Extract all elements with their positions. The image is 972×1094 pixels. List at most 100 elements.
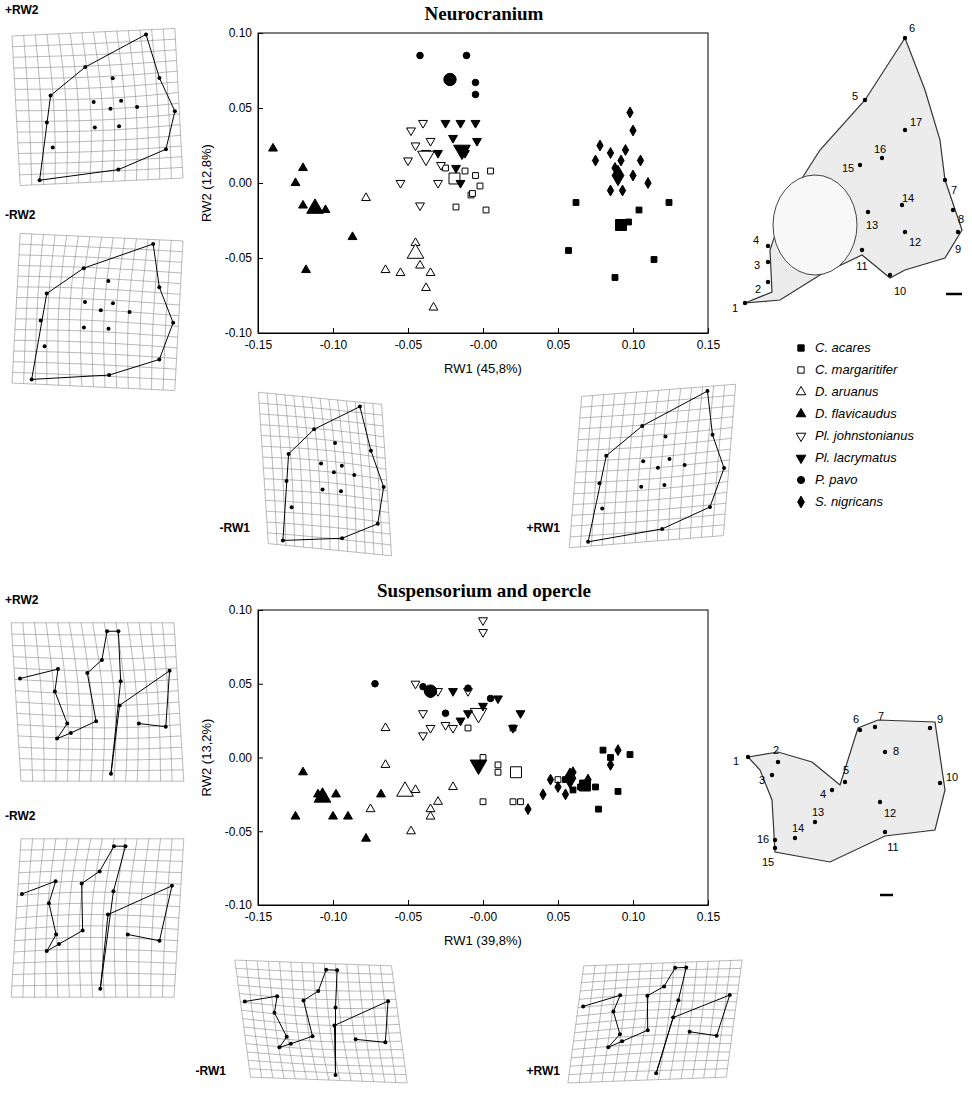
data-point xyxy=(442,710,449,717)
landmark-outline xyxy=(20,631,170,774)
data-point xyxy=(417,52,424,59)
y-tick-label: 0.10 xyxy=(229,603,253,617)
grid-line xyxy=(19,157,182,164)
landmark-point xyxy=(45,121,49,125)
landmark-dot xyxy=(858,163,862,167)
data-point xyxy=(449,782,458,790)
grid-line xyxy=(347,964,363,1081)
grid-label: -RW1 xyxy=(196,1064,227,1078)
deformation-grid xyxy=(235,960,407,1083)
x-tick-mark xyxy=(633,900,634,905)
landmark-point xyxy=(81,928,85,932)
data-point xyxy=(344,811,353,819)
landmark-point xyxy=(105,629,109,633)
y-tick-mark xyxy=(258,610,263,611)
x-tick: 0.15 xyxy=(697,900,721,924)
landmark-point xyxy=(38,178,42,182)
grid-line xyxy=(91,839,103,997)
x-tick-mark xyxy=(333,328,334,333)
landmark-point xyxy=(53,690,57,694)
series-group: S. nigricans xyxy=(592,107,651,196)
landmark-dot xyxy=(888,273,892,277)
data-point xyxy=(426,268,435,276)
y-tick-label: 0.00 xyxy=(229,751,253,765)
landmark-label: 12 xyxy=(884,807,896,819)
landmark-point xyxy=(354,1037,358,1041)
grid-line xyxy=(15,691,178,694)
landmark-point xyxy=(111,76,115,80)
landmark-point xyxy=(168,669,172,673)
data-point xyxy=(449,135,458,143)
data-point xyxy=(437,162,446,170)
mean-point xyxy=(616,220,627,231)
landmark-point xyxy=(272,1011,276,1015)
x-tick: 0.05 xyxy=(547,328,571,352)
grid-line xyxy=(574,1034,732,1041)
legend-label: Pl. lacrymatus xyxy=(815,450,897,465)
y-tick-mark xyxy=(258,758,263,759)
landmark-label: 9 xyxy=(955,243,961,255)
plot-frame xyxy=(258,610,708,905)
landmark-label: 2 xyxy=(773,744,779,756)
data-point xyxy=(518,799,524,805)
grid-line xyxy=(174,839,184,997)
legend-label: C. acares xyxy=(815,340,871,355)
landmark-point xyxy=(662,483,666,487)
data-point xyxy=(473,173,479,179)
landmark-point xyxy=(173,109,177,113)
data-point xyxy=(480,755,486,761)
grid-line xyxy=(251,1077,408,1083)
grid-label: +RW1 xyxy=(527,521,561,535)
grid-line xyxy=(324,963,340,1080)
grid-line xyxy=(152,30,160,180)
landmark-point xyxy=(618,1032,622,1036)
data-point xyxy=(666,200,672,206)
landmark-point xyxy=(43,344,47,348)
x-axis: -0.15-0.10-0.05-0.000.050.100.15 xyxy=(245,900,721,924)
grid-line xyxy=(16,308,179,315)
landmark-dot xyxy=(770,773,774,777)
landmark-point xyxy=(285,1035,289,1039)
data-point xyxy=(555,782,561,793)
grid-line xyxy=(579,993,737,999)
grid-line xyxy=(12,383,175,390)
grid-line xyxy=(116,623,127,781)
landmark-label: 14 xyxy=(792,822,804,834)
landmark-label: 10 xyxy=(894,285,906,297)
grid-line xyxy=(577,1009,735,1016)
landmark-point xyxy=(352,473,356,477)
data-point xyxy=(434,150,443,158)
landmark-label: 6 xyxy=(909,22,915,34)
grid-line xyxy=(47,34,55,184)
series-group: P. pavo xyxy=(372,680,494,716)
data-point xyxy=(472,91,479,98)
landmark-outline xyxy=(583,967,730,1073)
grid-line xyxy=(18,881,181,884)
mean-point xyxy=(454,145,471,159)
x-tick-label: 0.10 xyxy=(622,338,646,352)
data-point xyxy=(462,168,468,174)
grid-line xyxy=(268,961,284,1078)
grid-line xyxy=(569,1069,727,1075)
x-tick-label: 0.10 xyxy=(622,910,646,924)
grid-line xyxy=(262,446,385,458)
grid-line xyxy=(175,241,183,391)
data-point xyxy=(619,185,625,196)
landmark-point xyxy=(118,703,122,707)
data-point xyxy=(434,180,443,188)
landmark-point xyxy=(83,300,87,304)
landmark-point xyxy=(334,1073,338,1077)
grid-line xyxy=(13,657,176,659)
y-tick-mark xyxy=(258,831,263,832)
grid-line xyxy=(20,849,183,851)
grid-line xyxy=(11,997,174,998)
data-point xyxy=(456,718,465,726)
x-axis-line xyxy=(259,333,709,334)
anatomical-drawing: 1234567891011121314151617 xyxy=(732,22,964,314)
grid-line xyxy=(268,544,391,556)
x-tick: -0.05 xyxy=(395,900,423,924)
landmark-point xyxy=(93,125,97,129)
series-group: D. aruanus xyxy=(362,193,438,310)
y-tick: 0.10 xyxy=(229,26,263,40)
grid-line xyxy=(20,167,183,174)
